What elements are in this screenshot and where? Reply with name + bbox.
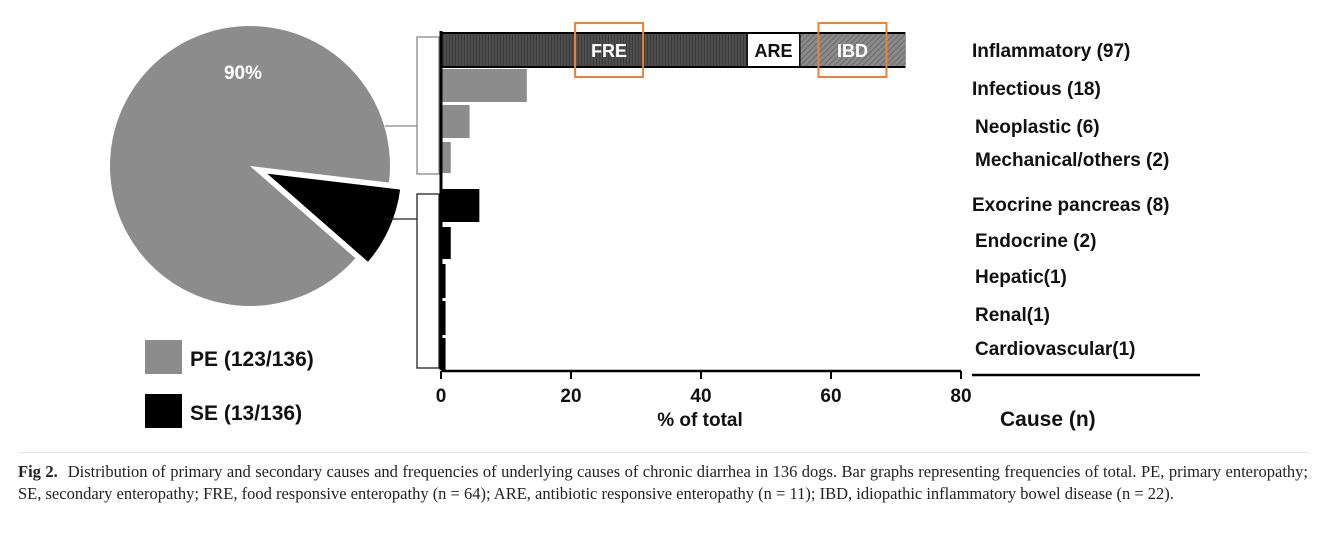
category-label-exocrine-pancreas-8: Exocrine pancreas (8) [972,195,1169,216]
category-label-renal-1: Renal(1) [975,305,1050,326]
group-brackets [385,36,440,369]
pie-chart: 90% [109,25,404,306]
legend-label-se: SE (13/136) [190,402,302,425]
bar-chart: FRE ARE IBD 0 20 40 60 80 % of total Inflammat… [436,22,1200,431]
bar-neoplastic-6 [441,105,470,138]
x-tick-label-0: 0 [436,386,447,407]
y-axis-label: Cause (n) [1000,408,1096,431]
figure-caption: Fig 2. Distribution of primary and second… [18,452,1308,505]
pie-data-label: 90% [224,63,262,84]
bar-endocrine-2 [441,227,451,259]
segment-fre [441,34,748,66]
segment-label-fre: FRE [591,41,627,61]
segment-ibd [799,34,906,66]
category-label-hepatic-1: Hepatic(1) [975,267,1067,288]
pie-legend: PE (123/136) SE (13/136) [145,340,314,428]
bars [440,32,906,371]
legend-swatch-se [145,394,182,428]
segment-label-are: ARE [754,41,792,61]
pie-slice-se [258,169,404,267]
bracket-se [416,193,440,369]
category-label-neoplastic-6: Neoplastic (6) [975,117,1100,138]
bar-exocrine-pancreas-8 [441,189,480,222]
bar-hepatic-1 [441,264,446,298]
bar-mechanical-others-2 [441,142,451,173]
x-tick-label-80: 80 [950,386,971,407]
category-label-mechanical-others-2: Mechanical/others (2) [975,150,1169,171]
caption-text: Distribution of primary and secondary ca… [18,462,1308,503]
x-axis-label: % of total [657,410,743,431]
x-tick-label-40: 40 [690,386,711,407]
x-tick-label-60: 60 [820,386,841,407]
pie-slice-pe [109,25,391,306]
segment-highlights [574,22,888,78]
x-axis-ticks: 0 20 40 60 80 [436,371,972,407]
bar-infectious-18 [441,69,527,102]
bar-cardiovascular-1 [441,338,446,371]
legend-label-pe: PE (123/136) [190,348,314,371]
category-labels: Inflammatory (97) Infectious (18) Neoplast… [972,41,1169,360]
bar-renal-1 [441,301,446,335]
segment-are [747,34,800,66]
segment-label-ibd: IBD [837,41,868,61]
category-label-infectious-18: Infectious (18) [972,79,1101,100]
caption-label: Fig 2. [18,462,58,481]
category-label-cardiovascular-1: Cardiovascular(1) [975,339,1136,360]
category-label-inflammatory-97: Inflammatory (97) [972,41,1130,62]
highlight-box-ibd [817,22,888,78]
legend-swatch-pe [145,340,182,374]
highlight-box-fre [574,22,645,78]
bracket-pe [416,36,440,175]
x-tick-label-20: 20 [560,386,581,407]
figure-2-chart: 90% PE (123/136) SE (13/136) FRE ARE IBD 0… [109,22,1200,431]
category-label-endocrine-2: Endocrine (2) [975,231,1096,252]
bar-segments: FRE ARE IBD [441,33,906,67]
